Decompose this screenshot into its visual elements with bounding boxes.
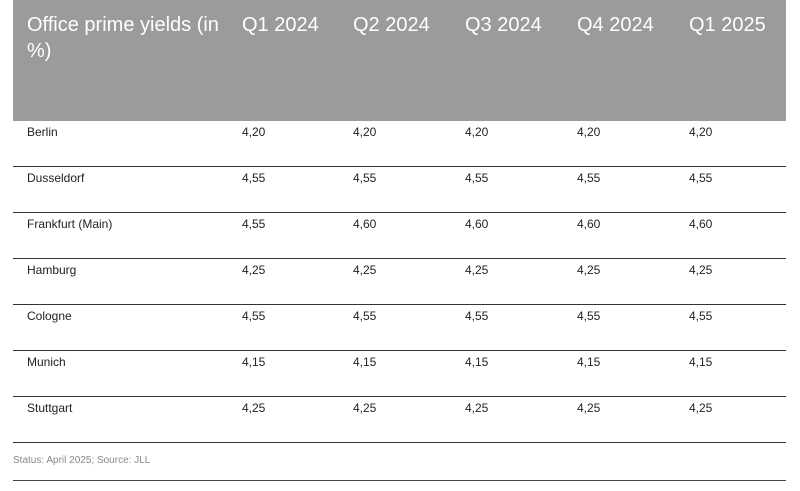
table-cell: 4,25 bbox=[465, 263, 489, 277]
table-cell: 4,20 bbox=[242, 125, 266, 139]
table-cell: 4,20 bbox=[577, 125, 601, 139]
table-cell: 4,25 bbox=[577, 401, 601, 415]
bottom-divider bbox=[13, 480, 786, 481]
table-cell: 4,60 bbox=[465, 217, 489, 231]
table-cell: 4,25 bbox=[353, 401, 377, 415]
table-cell: 4,55 bbox=[577, 309, 601, 323]
row-city: Hamburg bbox=[27, 263, 77, 277]
table-row: Frankfurt (Main) 4,55 4,60 4,60 4,60 4,6… bbox=[13, 213, 786, 259]
table-cell: 4,55 bbox=[465, 309, 489, 323]
table-cell: 4,55 bbox=[353, 171, 377, 185]
table-row: Dusseldorf 4,55 4,55 4,55 4,55 4,55 bbox=[13, 167, 786, 213]
column-header: Q4 2024 bbox=[577, 14, 654, 36]
table-row: Berlin 4,20 4,20 4,20 4,20 4,20 bbox=[13, 121, 786, 167]
table-cell: 4,55 bbox=[353, 309, 377, 323]
column-header: Q1 2025 bbox=[689, 14, 766, 36]
table-cell: 4,25 bbox=[689, 263, 713, 277]
row-city: Frankfurt (Main) bbox=[27, 217, 113, 231]
table-cell: 4,20 bbox=[465, 125, 489, 139]
table-cell: 4,25 bbox=[353, 263, 377, 277]
table-cell: 4,25 bbox=[577, 263, 601, 277]
yields-table: Office prime yields (in %) Q1 2024 Q2 20… bbox=[13, 0, 786, 443]
table-cell: 4,25 bbox=[242, 401, 266, 415]
table-cell: 4,20 bbox=[353, 125, 377, 139]
table-row: Cologne 4,55 4,55 4,55 4,55 4,55 bbox=[13, 305, 786, 351]
table-cell: 4,55 bbox=[689, 309, 713, 323]
table-cell: 4,15 bbox=[577, 355, 601, 369]
table-row: Hamburg 4,25 4,25 4,25 4,25 4,25 bbox=[13, 259, 786, 305]
table-cell: 4,20 bbox=[689, 125, 713, 139]
table-title: Office prime yields (in %) bbox=[27, 14, 219, 62]
table-header: Office prime yields (in %) Q1 2024 Q2 20… bbox=[13, 0, 786, 121]
table-cell: 4,25 bbox=[465, 401, 489, 415]
table-cell: 4,55 bbox=[689, 171, 713, 185]
table-cell: 4,55 bbox=[242, 217, 266, 231]
row-city: Berlin bbox=[27, 125, 58, 139]
table-cell: 4,15 bbox=[465, 355, 489, 369]
table-cell: 4,15 bbox=[242, 355, 266, 369]
table-cell: 4,15 bbox=[353, 355, 377, 369]
table-cell: 4,55 bbox=[242, 309, 266, 323]
table-cell: 4,60 bbox=[689, 217, 713, 231]
source-note: Status: April 2025; Source: JLL bbox=[13, 455, 151, 466]
column-header: Q2 2024 bbox=[353, 14, 430, 36]
column-header: Q1 2024 bbox=[242, 14, 319, 36]
table-cell: 4,55 bbox=[242, 171, 266, 185]
table-cell: 4,25 bbox=[689, 401, 713, 415]
table-cell: 4,15 bbox=[689, 355, 713, 369]
row-city: Stuttgart bbox=[27, 401, 73, 415]
table-cell: 4,60 bbox=[577, 217, 601, 231]
table-row: Munich 4,15 4,15 4,15 4,15 4,15 bbox=[13, 351, 786, 397]
table-cell: 4,60 bbox=[353, 217, 377, 231]
table-row: Stuttgart 4,25 4,25 4,25 4,25 4,25 bbox=[13, 397, 786, 443]
row-city: Cologne bbox=[27, 309, 72, 323]
table-cell: 4,55 bbox=[577, 171, 601, 185]
table-cell: 4,25 bbox=[242, 263, 266, 277]
table-cell: 4,55 bbox=[465, 171, 489, 185]
column-header: Q3 2024 bbox=[465, 14, 542, 36]
row-city: Munich bbox=[27, 355, 66, 369]
row-city: Dusseldorf bbox=[27, 171, 85, 185]
